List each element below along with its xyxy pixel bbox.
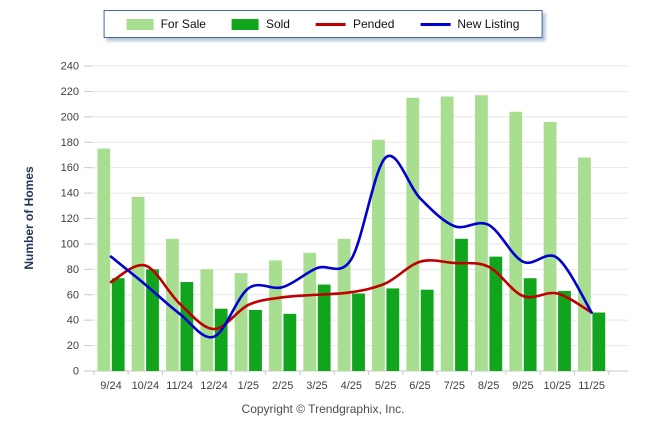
y-tick-label-160: 160: [61, 162, 79, 174]
bar-for-sale-5/25: [372, 139, 385, 371]
legend-line-swatch-3: [420, 22, 451, 26]
bar-sold-10/25: [558, 290, 571, 371]
bar-sold-7/25: [455, 238, 468, 371]
bar-for-sale-2/25: [269, 260, 282, 371]
y-tick-label-240: 240: [61, 61, 79, 73]
y-tick-label-100: 100: [61, 238, 79, 250]
bar-sold-9/25: [523, 278, 537, 371]
x-label-7/25: 7/25: [444, 380, 465, 392]
x-label-9/25: 9/25: [512, 380, 533, 392]
bar-sold-11/25: [592, 312, 606, 371]
x-label-12/24: 12/24: [200, 380, 228, 392]
y-tick-label-0: 0: [73, 366, 79, 378]
legend-label: For Sale: [160, 17, 206, 31]
bar-sold-4/25: [352, 293, 365, 371]
bar-sold-1/25: [249, 310, 262, 371]
legend-bar-swatch-0: [126, 18, 154, 30]
y-tick-label-60: 60: [67, 289, 79, 301]
x-label-5/25: 5/25: [375, 380, 396, 392]
bar-for-sale-10/25: [543, 121, 557, 371]
bar-sold-11/24: [180, 282, 194, 371]
x-label-10/24: 10/24: [132, 380, 160, 392]
line-pended: [109, 259, 593, 331]
legend-label: Pended: [352, 17, 395, 31]
bar-for-sale-9/24: [97, 148, 111, 371]
bar-sold-6/25: [420, 289, 434, 371]
y-axis-title: Number of Homes: [22, 166, 36, 270]
copyright-text: Copyright © Trendgraphix, Inc.: [241, 402, 405, 416]
bar-sold-3/25: [317, 284, 331, 371]
y-tick-label-200: 200: [61, 111, 79, 123]
legend-label: Sold: [265, 17, 290, 31]
y-tick-label-80: 80: [67, 264, 79, 276]
y-tick-label-180: 180: [61, 137, 79, 149]
legend-item-for-sale: For Sale: [126, 17, 206, 31]
chart-legend: For Sale Sold Pended New Listing: [103, 10, 543, 38]
x-label-11/24: 11/24: [166, 380, 193, 392]
x-label-2/25: 2/25: [272, 380, 293, 392]
legend-item-sold: Sold: [231, 17, 290, 31]
legend-label: New Listing: [457, 17, 520, 31]
bar-for-sale-12/24: [200, 269, 214, 371]
bar-for-sale-11/24: [166, 238, 179, 371]
y-tick-label-220: 220: [61, 86, 79, 98]
line-new-listing: [109, 154, 593, 339]
bar-sold-5/25: [386, 288, 400, 371]
x-label-11/25: 11/25: [578, 380, 605, 392]
y-tick-label-120: 120: [61, 213, 79, 225]
y-tick-label-40: 40: [67, 315, 79, 327]
bar-for-sale-3/25: [303, 252, 317, 371]
bar-for-sale-6/25: [406, 97, 420, 371]
x-label-6/25: 6/25: [409, 380, 430, 392]
y-tick-label-140: 140: [61, 188, 79, 200]
legend-item-pended: Pended: [315, 17, 395, 31]
bar-for-sale-4/25: [337, 238, 351, 371]
x-label-3/25: 3/25: [306, 380, 327, 392]
bar-for-sale-7/25: [440, 96, 454, 371]
legend-line-swatch-2: [315, 22, 346, 26]
bar-for-sale-9/25: [509, 111, 523, 371]
bar-sold-10/24: [146, 269, 159, 371]
x-label-1/25: 1/25: [238, 380, 259, 392]
x-label-8/25: 8/25: [478, 380, 499, 392]
x-label-10/25: 10/25: [544, 380, 572, 392]
x-label-9/24: 9/24: [100, 380, 121, 392]
bar-sold-9/24: [111, 278, 125, 371]
bar-for-sale-1/25: [234, 273, 248, 371]
x-label-4/25: 4/25: [341, 380, 362, 392]
legend-bar-swatch-1: [231, 18, 259, 30]
bar-for-sale-8/25: [475, 95, 488, 372]
y-tick-label-20: 20: [67, 340, 79, 352]
bar-for-sale-11/25: [578, 157, 591, 371]
legend-item-new-listing: New Listing: [420, 17, 519, 31]
bar-for-sale-10/24: [131, 196, 145, 371]
bar-sold-8/25: [489, 256, 503, 371]
bar-sold-2/25: [283, 313, 297, 371]
bar-sold-12/24: [214, 308, 228, 371]
